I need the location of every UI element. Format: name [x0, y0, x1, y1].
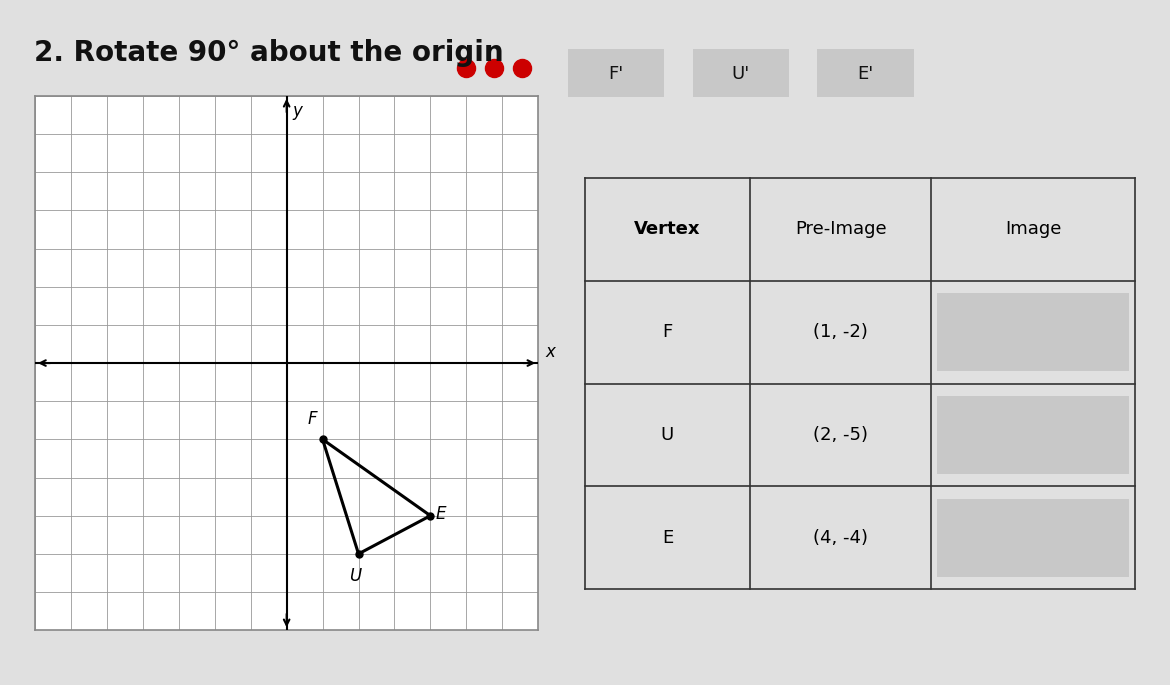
Text: E: E	[662, 529, 673, 547]
Text: (1, -2): (1, -2)	[813, 323, 868, 341]
FancyBboxPatch shape	[693, 49, 789, 97]
Text: U: U	[349, 567, 362, 585]
Text: Image: Image	[1005, 221, 1061, 238]
Text: Pre-Image: Pre-Image	[794, 221, 887, 238]
Text: y: y	[292, 101, 302, 120]
Text: F': F'	[608, 64, 624, 83]
Bar	[937, 396, 1129, 474]
Text: E: E	[435, 505, 446, 523]
Bar	[937, 293, 1129, 371]
Text: (4, -4): (4, -4)	[813, 529, 868, 547]
Text: F: F	[308, 410, 317, 428]
Text: U: U	[661, 426, 674, 444]
Text: F: F	[662, 323, 673, 341]
Text: E': E'	[858, 64, 874, 83]
FancyBboxPatch shape	[567, 49, 665, 97]
Text: x: x	[545, 343, 556, 361]
Text: 2. Rotate 90° about the origin: 2. Rotate 90° about the origin	[34, 40, 504, 67]
Bar	[937, 499, 1129, 577]
FancyBboxPatch shape	[818, 49, 914, 97]
Text: (2, -5): (2, -5)	[813, 426, 868, 444]
Text: U': U'	[731, 64, 750, 83]
Text: Vertex: Vertex	[634, 221, 701, 238]
